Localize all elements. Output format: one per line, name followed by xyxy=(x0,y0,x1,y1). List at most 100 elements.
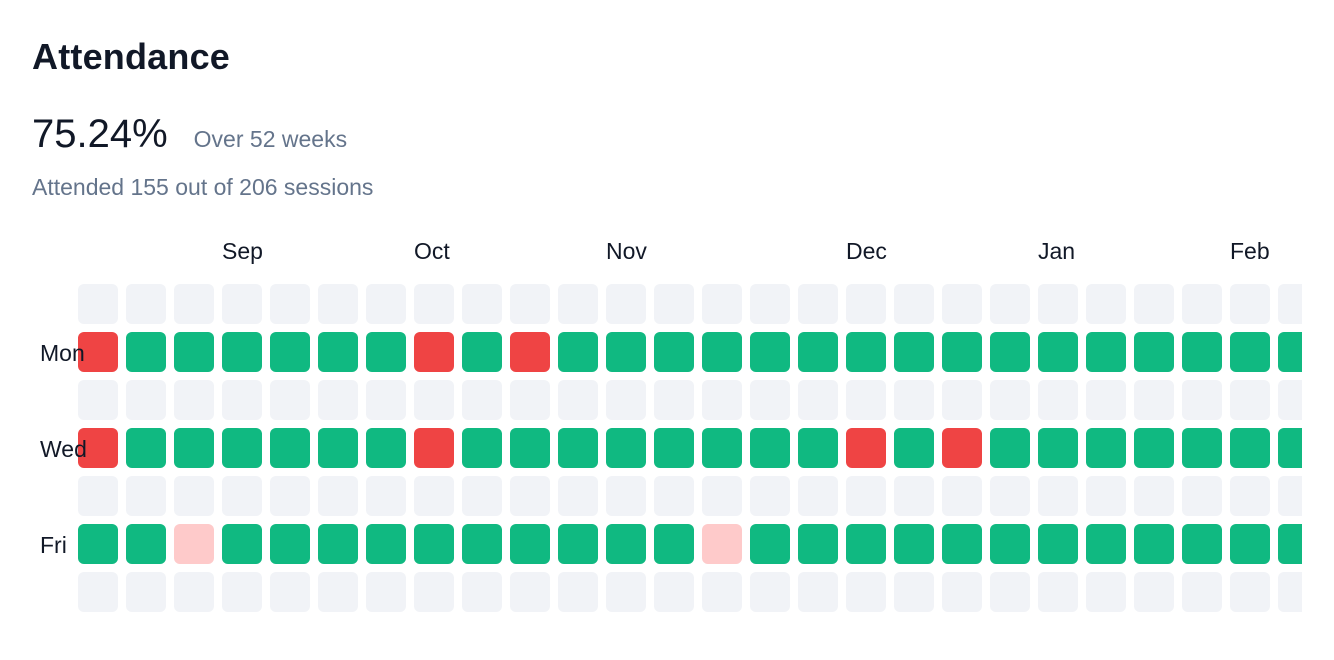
attended-cell[interactable] xyxy=(750,332,790,372)
empty-cell xyxy=(846,284,886,324)
missed-cell[interactable] xyxy=(942,428,982,468)
attended-cell[interactable] xyxy=(654,332,694,372)
attended-cell[interactable] xyxy=(798,524,838,564)
attended-cell[interactable] xyxy=(894,332,934,372)
attended-cell[interactable] xyxy=(750,524,790,564)
attended-cell[interactable] xyxy=(366,332,406,372)
attended-cell[interactable] xyxy=(798,428,838,468)
attended-cell[interactable] xyxy=(222,332,262,372)
empty-cell xyxy=(798,380,838,420)
attended-cell[interactable] xyxy=(318,332,358,372)
attended-cell[interactable] xyxy=(1278,524,1302,564)
attended-cell[interactable] xyxy=(1086,428,1126,468)
attended-cell[interactable] xyxy=(462,428,502,468)
attended-cell[interactable] xyxy=(990,428,1030,468)
empty-cell xyxy=(414,284,454,324)
attended-cell[interactable] xyxy=(1134,524,1174,564)
attended-cell[interactable] xyxy=(462,332,502,372)
attended-cell[interactable] xyxy=(606,524,646,564)
excused-cell[interactable] xyxy=(702,524,742,564)
empty-cell xyxy=(510,284,550,324)
attended-cell[interactable] xyxy=(894,524,934,564)
month-label-nov: Nov xyxy=(606,238,647,264)
attended-cell[interactable] xyxy=(1086,332,1126,372)
attended-cell[interactable] xyxy=(702,428,742,468)
attended-cell[interactable] xyxy=(1182,524,1222,564)
attended-cell[interactable] xyxy=(558,332,598,372)
attended-cell[interactable] xyxy=(1230,524,1270,564)
empty-cell xyxy=(270,284,310,324)
empty-cell xyxy=(510,380,550,420)
missed-cell[interactable] xyxy=(510,332,550,372)
attended-cell[interactable] xyxy=(1182,428,1222,468)
attended-cell[interactable] xyxy=(990,332,1030,372)
attendance-heatmap: Sep Oct Nov Dec Jan Feb Mon Wed Fri xyxy=(0,228,1302,628)
attended-cell[interactable] xyxy=(1134,332,1174,372)
card-title: Attendance xyxy=(32,36,231,77)
attended-cell[interactable] xyxy=(414,524,454,564)
attended-cell[interactable] xyxy=(1278,428,1302,468)
attended-cell[interactable] xyxy=(1230,428,1270,468)
empty-cell xyxy=(1230,572,1270,612)
attended-cell[interactable] xyxy=(606,332,646,372)
attended-cell[interactable] xyxy=(318,428,358,468)
attended-cell[interactable] xyxy=(846,524,886,564)
attended-cell[interactable] xyxy=(990,524,1030,564)
attended-cell[interactable] xyxy=(222,524,262,564)
missed-cell[interactable] xyxy=(414,332,454,372)
attended-cell[interactable] xyxy=(654,428,694,468)
attended-cell[interactable] xyxy=(270,332,310,372)
attended-cell[interactable] xyxy=(1038,524,1078,564)
attended-cell[interactable] xyxy=(510,428,550,468)
empty-cell xyxy=(270,380,310,420)
attended-cell[interactable] xyxy=(126,428,166,468)
empty-cell xyxy=(78,380,118,420)
attended-cell[interactable] xyxy=(1038,332,1078,372)
attended-cell[interactable] xyxy=(1134,428,1174,468)
empty-cell xyxy=(78,572,118,612)
empty-cell xyxy=(702,476,742,516)
attended-cell[interactable] xyxy=(126,332,166,372)
attended-cell[interactable] xyxy=(942,332,982,372)
empty-cell xyxy=(1086,476,1126,516)
empty-cell xyxy=(222,380,262,420)
attended-cell[interactable] xyxy=(750,428,790,468)
attended-cell[interactable] xyxy=(462,524,502,564)
attended-cell[interactable] xyxy=(318,524,358,564)
attended-cell[interactable] xyxy=(558,428,598,468)
attended-cell[interactable] xyxy=(1230,332,1270,372)
missed-cell[interactable] xyxy=(78,332,118,372)
missed-cell[interactable] xyxy=(846,428,886,468)
empty-cell xyxy=(1230,476,1270,516)
attended-cell[interactable] xyxy=(606,428,646,468)
attended-cell[interactable] xyxy=(942,524,982,564)
missed-cell[interactable] xyxy=(414,428,454,468)
empty-cell xyxy=(798,572,838,612)
attended-cell[interactable] xyxy=(174,428,214,468)
attended-cell[interactable] xyxy=(174,332,214,372)
attended-cell[interactable] xyxy=(1278,332,1302,372)
empty-cell xyxy=(1182,476,1222,516)
attended-cell[interactable] xyxy=(798,332,838,372)
attended-cell[interactable] xyxy=(126,524,166,564)
attended-cell[interactable] xyxy=(654,524,694,564)
attended-cell[interactable] xyxy=(270,524,310,564)
attended-cell[interactable] xyxy=(270,428,310,468)
empty-cell xyxy=(606,284,646,324)
attended-cell[interactable] xyxy=(1182,332,1222,372)
attended-cell[interactable] xyxy=(366,428,406,468)
attended-cell[interactable] xyxy=(846,332,886,372)
missed-cell[interactable] xyxy=(78,428,118,468)
attended-cell[interactable] xyxy=(78,524,118,564)
attended-cell[interactable] xyxy=(222,428,262,468)
attended-cell[interactable] xyxy=(1038,428,1078,468)
attended-cell[interactable] xyxy=(1086,524,1126,564)
attended-cell[interactable] xyxy=(894,428,934,468)
attended-cell[interactable] xyxy=(366,524,406,564)
excused-cell[interactable] xyxy=(174,524,214,564)
attended-cell[interactable] xyxy=(510,524,550,564)
empty-cell xyxy=(126,284,166,324)
attended-cell[interactable] xyxy=(702,332,742,372)
empty-cell xyxy=(78,284,118,324)
attended-cell[interactable] xyxy=(558,524,598,564)
